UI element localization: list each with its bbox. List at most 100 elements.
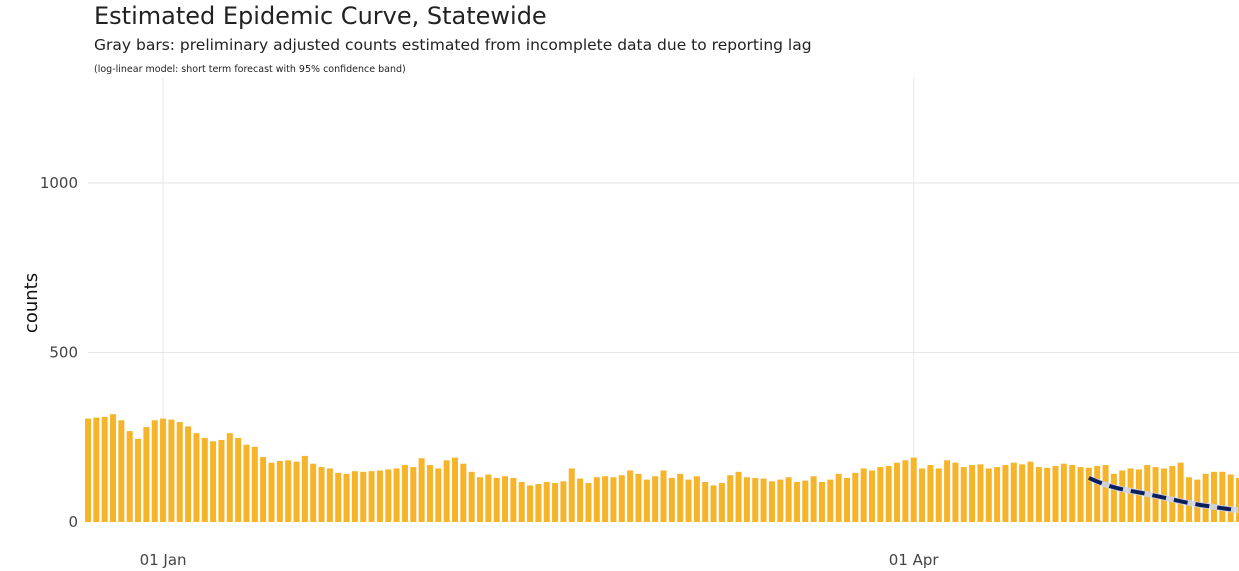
bar	[919, 468, 926, 522]
bar	[260, 456, 267, 522]
bar	[343, 473, 350, 522]
bar	[902, 460, 909, 522]
bar	[760, 478, 767, 522]
bar	[301, 455, 308, 522]
bar	[218, 439, 225, 522]
bar	[510, 477, 517, 522]
bar	[568, 468, 575, 522]
bar	[1194, 479, 1201, 523]
bar	[268, 462, 275, 522]
bar	[527, 485, 534, 522]
bar	[710, 485, 717, 522]
bar	[401, 465, 408, 522]
y-tick-label: 1000	[40, 174, 78, 192]
bar	[151, 420, 158, 522]
bar	[735, 471, 742, 522]
bar	[593, 477, 600, 522]
bar	[768, 481, 775, 522]
bar	[543, 482, 550, 522]
bar	[827, 479, 834, 523]
bar	[894, 462, 901, 522]
x-tick-label: 01 Apr	[889, 551, 940, 569]
bar	[1110, 473, 1117, 522]
bar	[176, 422, 183, 522]
bar	[702, 482, 709, 522]
bar	[652, 476, 659, 522]
bar	[810, 476, 817, 522]
bar	[85, 418, 92, 522]
y-axis-label: counts	[21, 273, 42, 333]
bar	[276, 460, 283, 522]
bar	[251, 446, 258, 522]
bar	[1177, 462, 1184, 522]
bar	[1069, 465, 1076, 522]
forecast-line	[1088, 476, 1239, 513]
bar	[310, 463, 317, 522]
bar	[1185, 477, 1192, 522]
bar	[185, 426, 192, 522]
bar	[743, 477, 750, 522]
bar	[960, 467, 967, 522]
bar	[610, 477, 617, 522]
bar	[168, 419, 175, 522]
bar	[818, 482, 825, 522]
bar	[877, 467, 884, 522]
bar	[785, 477, 792, 522]
bar	[126, 431, 133, 522]
bar	[994, 467, 1001, 522]
bar	[1052, 466, 1059, 522]
bar	[143, 427, 150, 522]
bar	[460, 463, 467, 522]
bar	[1236, 477, 1239, 522]
bar	[1127, 468, 1134, 522]
bar	[293, 461, 300, 522]
bar	[852, 472, 859, 522]
bar	[443, 460, 450, 522]
bar	[969, 465, 976, 522]
bar	[560, 481, 567, 522]
bar	[1219, 471, 1226, 522]
bar	[577, 478, 584, 522]
bar	[376, 470, 383, 522]
bar	[752, 477, 759, 522]
bar	[627, 470, 634, 522]
bar	[235, 437, 242, 522]
bar	[243, 444, 250, 522]
bar	[869, 470, 876, 522]
bar	[485, 474, 492, 522]
bar	[985, 468, 992, 522]
bar	[927, 465, 934, 522]
y-tick-label: 500	[49, 344, 78, 362]
bar	[351, 471, 358, 522]
bar	[1085, 467, 1092, 522]
bar	[135, 438, 142, 522]
bar	[426, 465, 433, 522]
bar	[285, 460, 292, 522]
bar	[843, 477, 850, 522]
bar	[360, 471, 367, 522]
bar	[1044, 467, 1051, 522]
bar	[977, 464, 984, 522]
bar	[1035, 467, 1042, 522]
bar	[677, 473, 684, 522]
bar	[1135, 469, 1142, 522]
bar	[201, 437, 208, 522]
bar	[451, 457, 458, 522]
y-tick-label: 0	[68, 513, 78, 531]
bar	[477, 477, 484, 522]
bar	[1027, 461, 1034, 522]
chart-title: Estimated Epidemic Curve, Statewide	[94, 2, 547, 30]
bar	[410, 467, 417, 522]
bar	[1094, 466, 1101, 522]
bar	[1202, 473, 1209, 522]
bar	[385, 469, 392, 522]
bar	[727, 475, 734, 522]
bar	[468, 471, 475, 522]
bar	[493, 477, 500, 522]
grid-lines	[88, 78, 1239, 522]
bar-series	[85, 414, 1239, 523]
bar	[793, 482, 800, 522]
bar	[885, 466, 892, 522]
bar	[193, 433, 200, 522]
